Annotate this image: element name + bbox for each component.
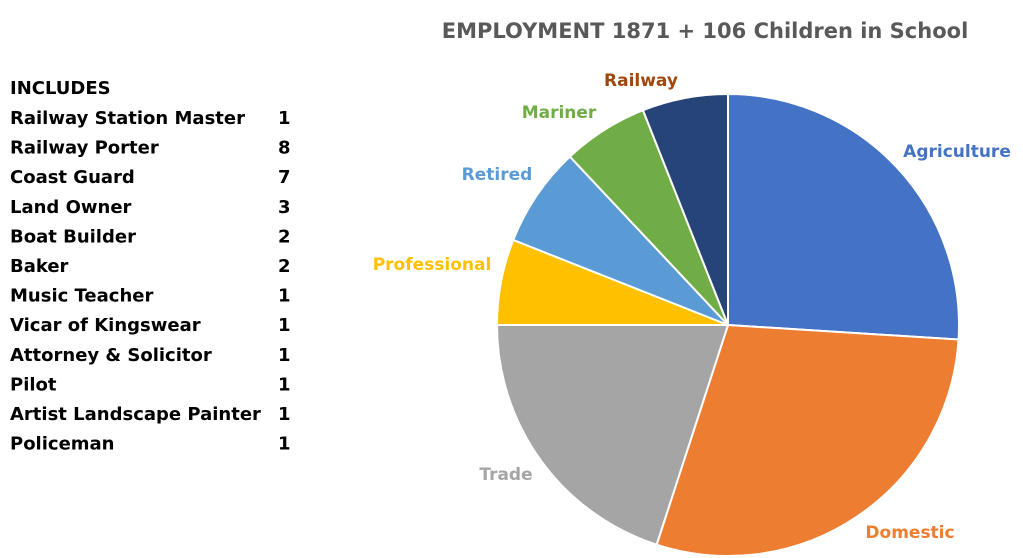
pie-slice <box>655 323 960 557</box>
list-item: Pilot <box>10 374 57 395</box>
list-item: Vicar of Kingswear <box>10 315 201 336</box>
slice-label: Domestic <box>865 523 954 543</box>
list-count: 2 <box>278 256 291 277</box>
list-item: Music Teacher <box>10 286 153 307</box>
list-count: 8 <box>278 138 291 159</box>
pie-slice <box>727 92 960 341</box>
list-count: 1 <box>278 404 291 425</box>
list-item: Policeman <box>10 434 115 455</box>
list-item: Railway Station Master <box>10 108 245 129</box>
slice-label: Agriculture <box>903 142 1011 162</box>
list-count: 1 <box>278 286 291 307</box>
list-title: INCLUDES <box>10 78 111 99</box>
slice-label: Mariner <box>522 103 597 123</box>
list-item: Land Owner <box>10 197 132 218</box>
list-count: 1 <box>278 315 291 336</box>
list-item: Railway Porter <box>10 138 159 159</box>
list-item: Boat Builder <box>10 226 136 247</box>
chart-title: EMPLOYMENT 1871 + 106 Children in School <box>442 19 969 43</box>
list-count: 3 <box>278 197 291 218</box>
pie-slice <box>641 92 729 326</box>
slice-label: Retired <box>462 165 533 185</box>
list-item: Baker <box>10 256 69 277</box>
slice-label: Trade <box>479 465 532 485</box>
list-count: 1 <box>278 434 291 455</box>
list-item: Artist Landscape Painter <box>10 404 261 425</box>
list-item: Coast Guard <box>10 167 135 188</box>
slice-label: Professional <box>373 255 492 275</box>
pie-slice <box>511 155 729 326</box>
list-count: 2 <box>278 226 291 247</box>
list-count: 1 <box>278 108 291 129</box>
pie-slice <box>495 324 730 546</box>
list-count: 7 <box>278 167 291 188</box>
list-count: 1 <box>278 374 291 395</box>
list-item: Attorney & Solicitor <box>10 345 212 366</box>
slice-label: Railway <box>604 71 678 91</box>
list-count: 1 <box>278 345 291 366</box>
